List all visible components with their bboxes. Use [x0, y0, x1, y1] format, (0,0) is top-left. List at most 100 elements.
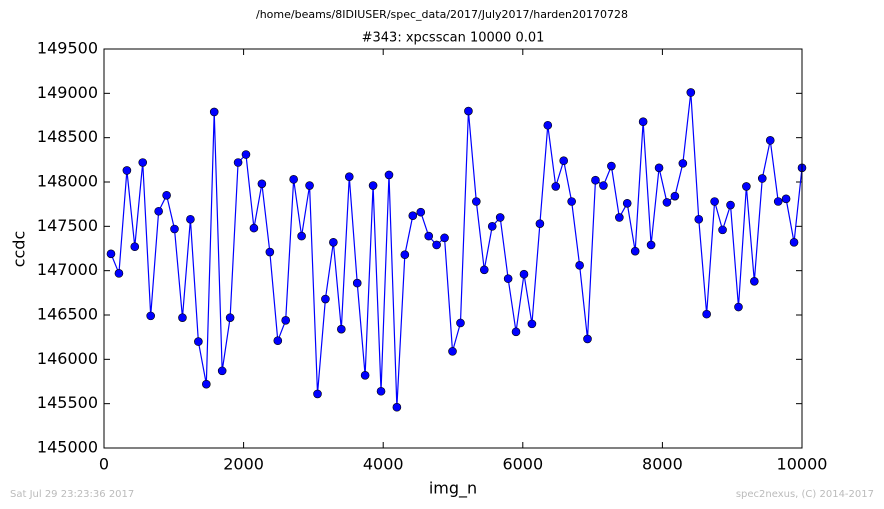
data-point — [289, 175, 298, 184]
data-point — [726, 200, 735, 210]
data-point — [273, 336, 283, 346]
data-point — [622, 198, 632, 208]
series-line — [110, 92, 803, 408]
data-point — [440, 233, 449, 243]
data-point — [765, 136, 775, 145]
data-point — [575, 261, 584, 270]
data-point — [535, 219, 545, 228]
data-point — [718, 225, 727, 235]
data-point — [241, 150, 251, 159]
data-point — [630, 246, 640, 256]
data-point — [773, 197, 783, 206]
data-point — [154, 206, 163, 216]
data-point — [321, 294, 330, 304]
data-point — [638, 117, 648, 127]
suptitle: /home/beams/8IDIUSER/spec_data/2017/July… — [256, 8, 628, 21]
data-point — [400, 250, 410, 260]
data-point — [313, 389, 322, 399]
chart-title: #343: xpcsscan 10000 0.01 — [362, 31, 545, 46]
data-point — [670, 191, 680, 201]
data-point — [750, 277, 759, 286]
data-point — [368, 181, 378, 190]
data-point — [456, 318, 465, 328]
data-point — [162, 191, 171, 200]
x-tick-label: 2000 — [223, 455, 264, 474]
data-point — [249, 223, 259, 233]
data-point — [654, 163, 664, 173]
data-point — [114, 269, 124, 278]
y-tick-label: 145500 — [37, 393, 98, 412]
data-point — [511, 327, 521, 337]
data-point — [583, 334, 592, 344]
data-point — [329, 237, 338, 247]
data-point — [376, 386, 386, 396]
data-point — [678, 159, 688, 168]
data-point — [170, 224, 179, 234]
x-axis-label: img_n — [429, 479, 477, 499]
x-tick-label: 6000 — [502, 455, 543, 474]
data-point — [281, 316, 290, 325]
data-point — [130, 242, 140, 252]
x-tick-label: 0 — [99, 455, 109, 474]
data-point — [337, 324, 346, 334]
data-point — [209, 107, 219, 117]
data-point — [448, 347, 457, 356]
y-tick-label: 147000 — [37, 260, 98, 279]
data-point — [217, 366, 227, 376]
data-point — [432, 240, 441, 250]
data-point — [559, 156, 569, 166]
y-tick-label: 147500 — [37, 216, 98, 235]
data-point — [781, 194, 791, 204]
x-tick-label: 10000 — [777, 455, 828, 474]
data-point — [233, 158, 243, 167]
x-tick-label: 4000 — [363, 455, 404, 474]
data-point — [138, 158, 148, 167]
y-tick-label: 146500 — [37, 305, 98, 324]
plot-frame — [103, 48, 803, 449]
data-point — [694, 214, 704, 224]
data-point — [297, 231, 306, 241]
data-point — [615, 213, 624, 222]
data-point — [495, 213, 505, 222]
data-point — [106, 249, 116, 259]
data-point — [305, 181, 314, 190]
data-point — [734, 302, 743, 312]
y-tick-label: 149500 — [37, 39, 98, 58]
footer-right: spec2nexus, (C) 2014-2017 — [736, 489, 874, 500]
data-point — [464, 106, 473, 116]
data-point — [662, 198, 672, 207]
y-tick-label: 146000 — [37, 349, 98, 368]
data-point — [599, 181, 608, 190]
data-point — [543, 120, 553, 130]
data-point — [551, 182, 561, 191]
data-point — [225, 313, 235, 322]
data-point — [408, 211, 418, 220]
data-point — [344, 172, 354, 181]
data-point — [742, 182, 751, 191]
data-point — [757, 174, 767, 183]
data-point — [487, 222, 497, 231]
plot-area — [104, 49, 802, 448]
data-point — [392, 402, 402, 412]
x-tick-label: 8000 — [642, 455, 683, 474]
data-point — [384, 170, 394, 180]
data-point — [257, 179, 267, 189]
y-tick-label: 149000 — [37, 83, 98, 102]
data-point — [567, 197, 576, 206]
data-point — [360, 370, 370, 380]
data-point — [146, 311, 155, 321]
data-point — [789, 237, 799, 247]
data-point — [527, 319, 537, 329]
data-point — [194, 337, 203, 346]
y-tick-label: 148000 — [37, 172, 98, 191]
data-point — [503, 274, 513, 283]
footer-left: Sat Jul 29 23:23:36 2017 — [10, 489, 134, 500]
data-point — [122, 166, 132, 175]
data-point — [186, 214, 195, 224]
y-axis-label: ccdc — [10, 231, 29, 268]
data-point — [519, 269, 529, 279]
data-point — [265, 247, 275, 257]
data-point — [479, 265, 489, 275]
data-point — [591, 175, 600, 185]
data-point — [702, 309, 711, 319]
